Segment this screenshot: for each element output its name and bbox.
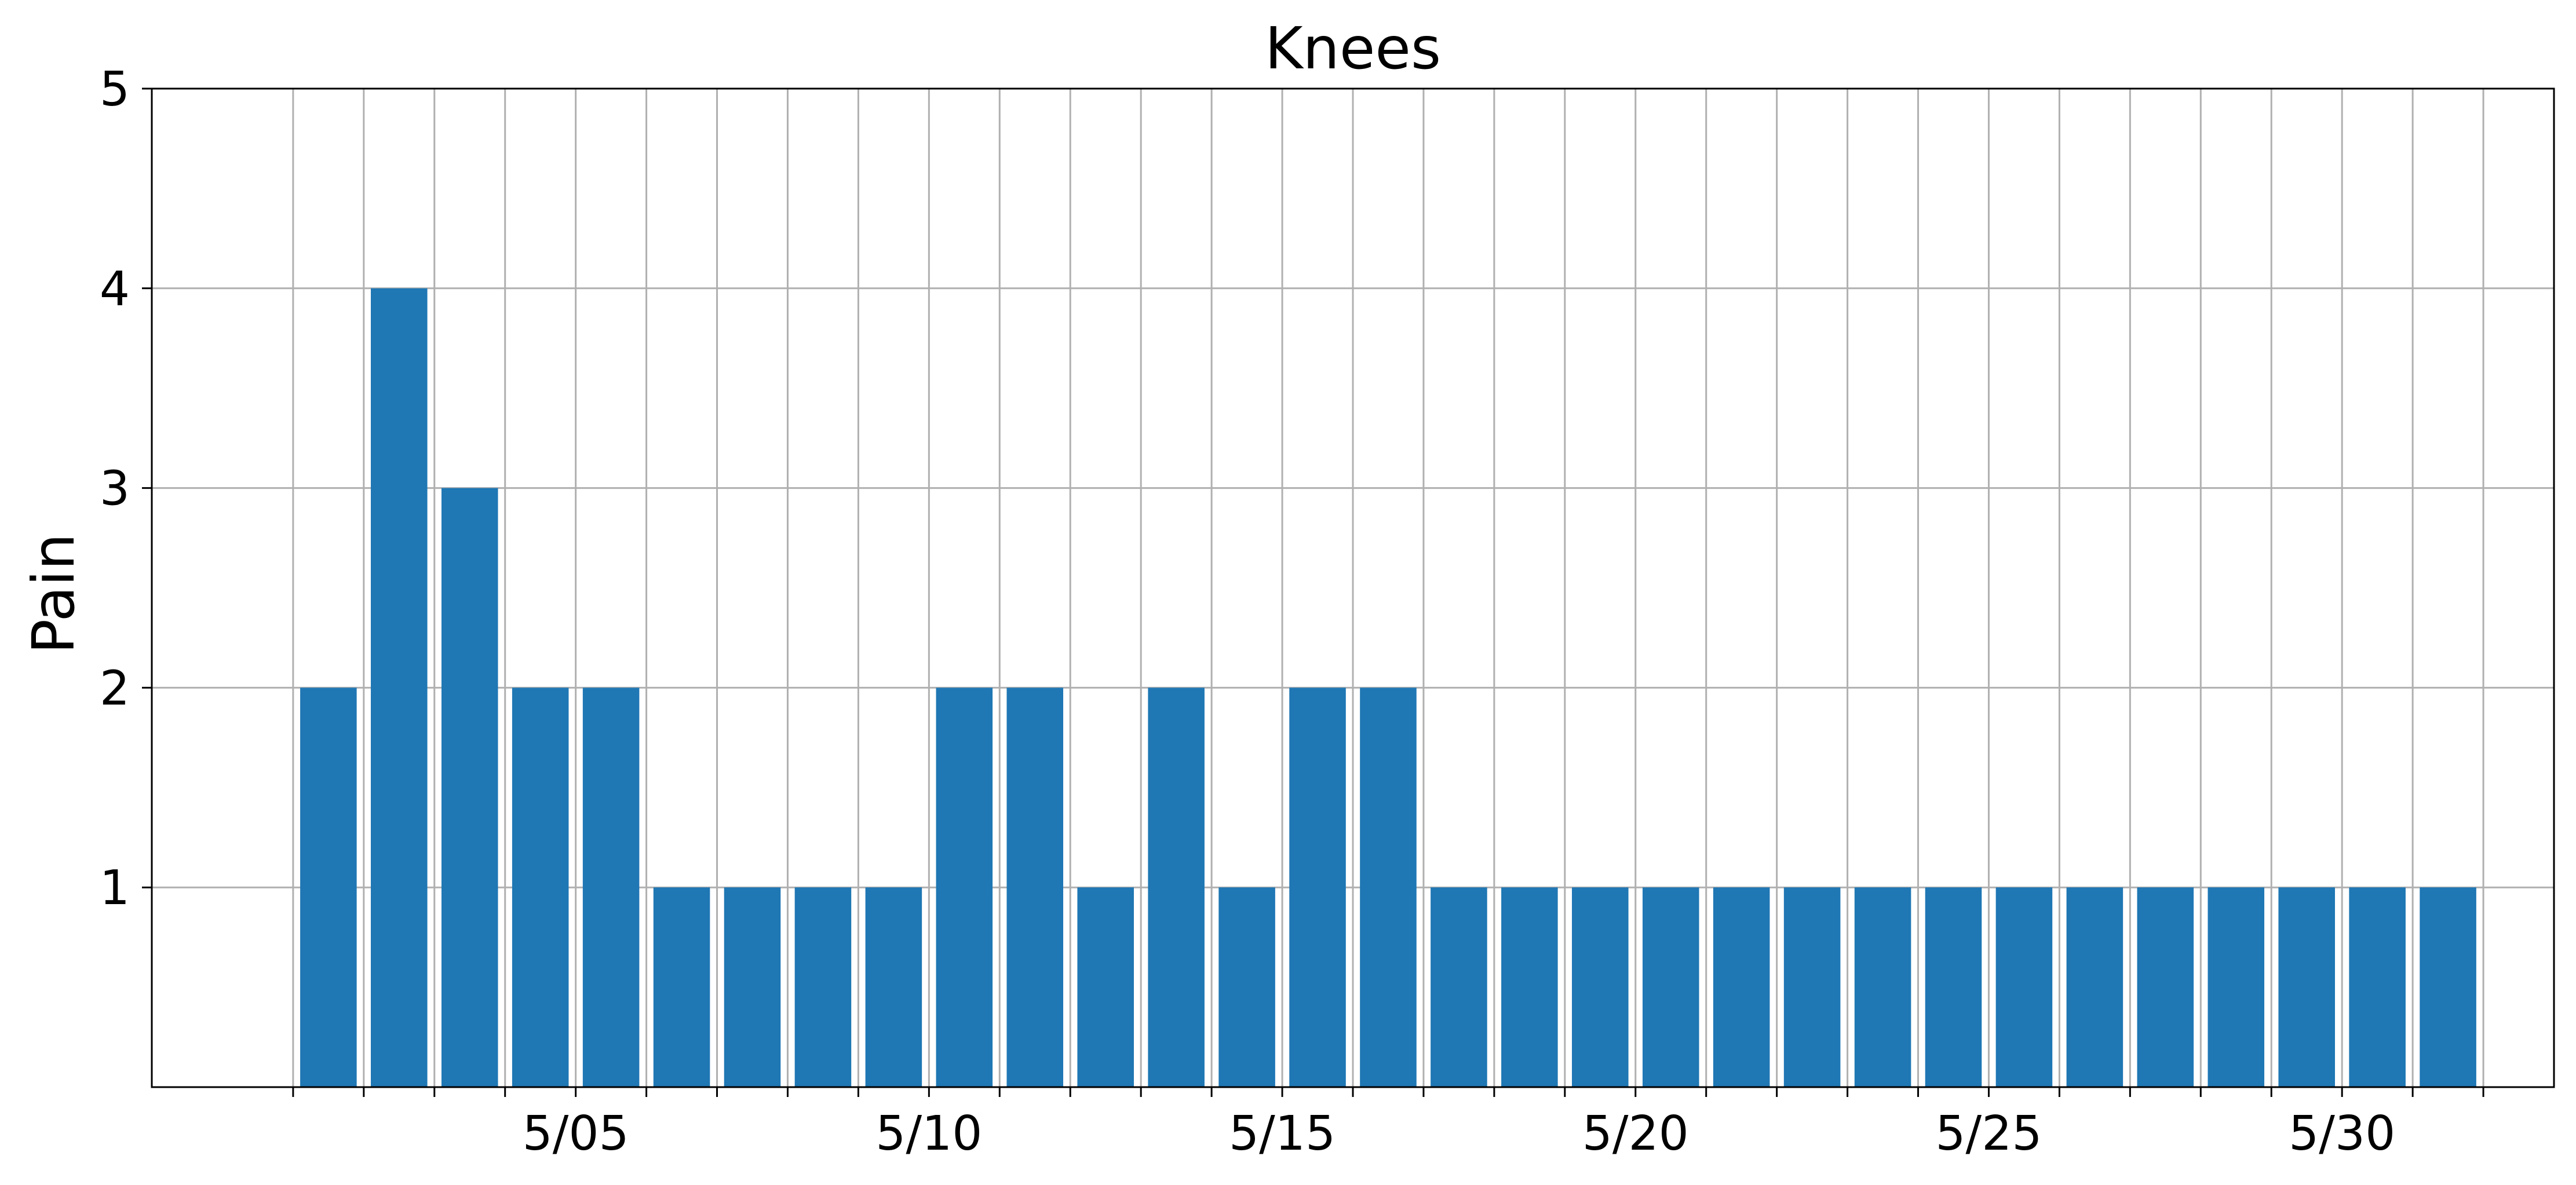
bar-5/28: [2208, 887, 2265, 1087]
bar-5/02: [371, 288, 428, 1087]
tick-labels: 1 2 3 4 5 5/05 5/10 5/15 5/20 5/25 5/30: [100, 62, 2395, 1161]
x-tick-label: 5/05: [523, 1106, 629, 1161]
bar-5/31: [2420, 887, 2476, 1087]
bar-5/17: [1431, 887, 1487, 1087]
bar-5/07: [724, 887, 781, 1087]
bar-5/29: [2278, 887, 2335, 1087]
bar-5/18: [1501, 887, 1558, 1087]
bar-5/04: [512, 687, 569, 1087]
y-tick-label: 4: [100, 262, 130, 317]
bars: [300, 288, 2476, 1087]
bar-5/10: [936, 687, 993, 1087]
x-tick-label: 5/15: [1229, 1106, 1336, 1161]
bar-5/26: [2066, 887, 2123, 1087]
bar-5/01: [300, 687, 357, 1087]
bar-5/12: [1077, 887, 1134, 1087]
bar-5/15: [1289, 687, 1346, 1087]
bar-5/21: [1713, 887, 1770, 1087]
bar-5/06: [653, 887, 710, 1087]
bar-5/13: [1148, 687, 1205, 1087]
x-tick-label: 5/10: [875, 1106, 982, 1161]
bar-5/16: [1360, 687, 1417, 1087]
bar-5/25: [1995, 887, 2053, 1087]
y-tick-label: 1: [100, 861, 130, 916]
bar-5/08: [794, 887, 852, 1087]
x-tick-label: 5/25: [1935, 1106, 2042, 1161]
axis-ticks: [142, 87, 2484, 1097]
y-tick-label: 5: [100, 62, 130, 117]
bar-5/23: [1854, 887, 1911, 1087]
bar-5/30: [2349, 887, 2406, 1087]
x-tick-label: 5/30: [2289, 1106, 2395, 1161]
bar-5/11: [1006, 687, 1064, 1087]
bar-5/27: [2137, 887, 2194, 1087]
bar-5/19: [1572, 887, 1629, 1087]
chart-title: Knees: [1265, 14, 1441, 82]
y-tick-label: 2: [100, 661, 130, 716]
bar-5/20: [1642, 887, 1699, 1087]
bar-5/24: [1925, 887, 1982, 1087]
bar-5/05: [582, 687, 640, 1087]
bar-5/03: [441, 488, 498, 1087]
bar-5/09: [865, 887, 922, 1087]
y-tick-label: 3: [100, 462, 130, 517]
grid-lines: [152, 87, 2554, 1087]
bar-5/14: [1218, 887, 1275, 1087]
x-tick-label: 5/20: [1582, 1106, 1689, 1161]
y-axis-label: Pain: [20, 533, 87, 654]
bar-5/22: [1783, 887, 1841, 1087]
